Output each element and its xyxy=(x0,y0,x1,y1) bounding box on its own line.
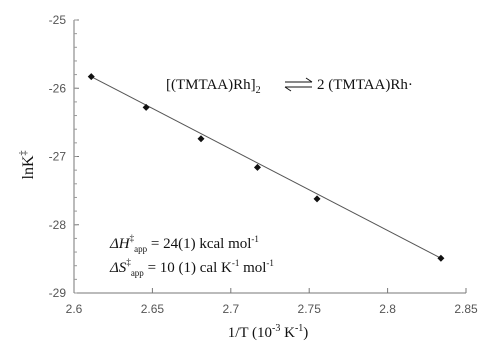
x-tick-label: 2.65 xyxy=(141,302,165,316)
svg-text:2 (TMTAA)Rh·: 2 (TMTAA)Rh· xyxy=(317,77,413,93)
y-tick-label: -25 xyxy=(49,13,67,27)
x-axis-label: 1/T (10-3 K-1) xyxy=(228,323,309,341)
data-point xyxy=(142,103,150,111)
data-point xyxy=(253,163,261,171)
enthalpy-annotation: ΔH‡app = 24(1) kcal mol-1 xyxy=(109,233,259,254)
data-point xyxy=(313,195,321,203)
x-tick-label: 2.8 xyxy=(379,302,396,316)
y-tick-label: -27 xyxy=(49,150,67,164)
y-axis-label-sup: ‡ xyxy=(18,151,29,156)
fit-line xyxy=(91,76,442,259)
y-tick-label: -26 xyxy=(49,81,67,95)
equilibrium-arrows-icon xyxy=(284,77,313,92)
equilibrium-annotation: [(TMTAA)Rh]2 2 (TMTAA)Rh· xyxy=(166,77,413,96)
data-point xyxy=(197,135,205,143)
y-axis-label-text: lnK xyxy=(20,155,37,179)
x-tick-label: 2.7 xyxy=(222,302,239,316)
data-point xyxy=(87,73,95,81)
x-tick-label: 2.6 xyxy=(66,302,83,316)
y-tick-label: -28 xyxy=(49,218,67,232)
y-tick-label: -29 xyxy=(49,286,67,300)
x-tick-label: 2.85 xyxy=(454,302,478,316)
svg-text:[(TMTAA)Rh]2: [(TMTAA)Rh]2 xyxy=(166,77,261,96)
x-tick-label: 2.75 xyxy=(298,302,322,316)
y-axis-label: lnK‡ xyxy=(18,151,37,180)
entropy-annotation: ΔS‡app = 10 (1) cal K-1 mol-1 xyxy=(109,257,274,278)
data-point xyxy=(437,254,445,262)
